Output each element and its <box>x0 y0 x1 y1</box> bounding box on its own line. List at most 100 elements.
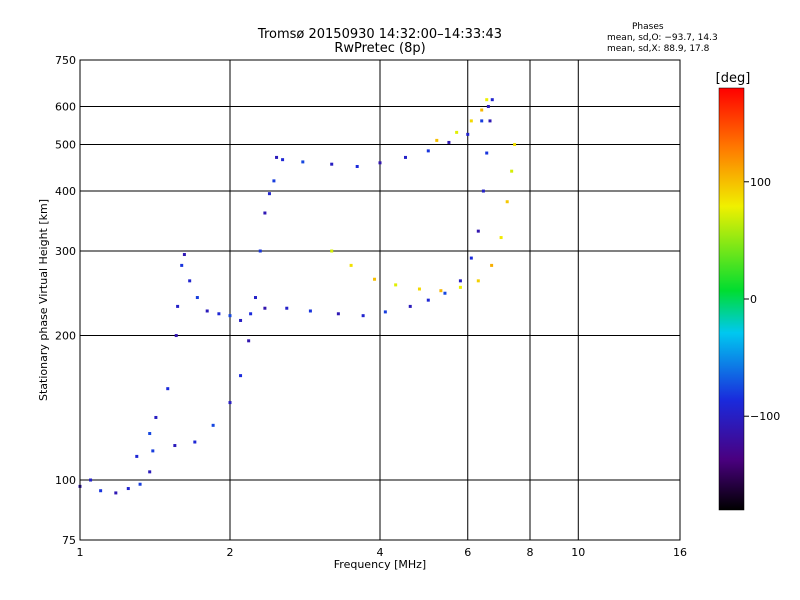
o-mode-point <box>180 263 184 267</box>
o-mode-point <box>138 482 142 486</box>
o-mode-point <box>182 253 186 257</box>
x-tick-label: 6 <box>464 546 471 559</box>
o-mode-point <box>239 318 243 322</box>
o-mode-point <box>253 296 257 300</box>
o-mode-point <box>239 374 243 378</box>
o-mode-point <box>272 179 276 183</box>
o-mode-point <box>228 314 232 318</box>
o-mode-point <box>466 132 470 136</box>
o-mode-point <box>490 98 494 102</box>
o-mode-point <box>188 279 192 283</box>
o-mode-point <box>263 306 267 310</box>
o-mode-point <box>469 256 473 260</box>
o-mode-point <box>258 249 262 253</box>
y-tick-label: 750 <box>55 54 76 67</box>
o-mode-point <box>228 401 232 405</box>
x-mode-point <box>439 289 443 293</box>
colorbar-label: [deg] <box>716 71 751 86</box>
o-mode-point <box>114 491 118 495</box>
x-mode-point <box>458 285 462 289</box>
o-mode-point <box>211 423 215 427</box>
o-mode-point <box>148 470 152 474</box>
o-mode-point <box>154 415 158 419</box>
o-mode-point <box>281 158 285 162</box>
o-mode-point <box>148 432 152 436</box>
o-mode-point <box>336 312 340 316</box>
colorbar <box>718 87 745 511</box>
o-mode-point <box>480 119 484 123</box>
x-mode-point <box>480 108 484 112</box>
x-mode-point <box>476 279 480 283</box>
o-mode-point <box>301 160 305 164</box>
y-tick-label: 400 <box>55 185 76 198</box>
o-mode-point <box>378 161 382 165</box>
o-mode-point <box>151 449 155 453</box>
x-mode-point <box>510 169 514 173</box>
o-mode-point <box>488 119 492 123</box>
phases-title: Phases <box>632 22 664 32</box>
o-mode-point <box>195 296 199 300</box>
y-axis-label: Stationary phase Virtual Height [km] <box>37 199 50 401</box>
colorbar-ticks: 100 0 −100 <box>744 176 780 423</box>
o-mode-point <box>476 229 480 233</box>
x-mode-point <box>485 98 489 102</box>
y-tick-labels: 75 100 200 300 400 500 600 750 <box>55 54 76 547</box>
o-mode-point <box>481 189 485 193</box>
y-tick-label: 300 <box>55 245 76 258</box>
x-mode-point <box>349 263 353 267</box>
o-mode-point <box>383 310 387 314</box>
x-mode-point <box>435 138 439 142</box>
x-tick-label: 10 <box>571 546 585 559</box>
chart-title-line1: Tromsø 20150930 14:32:00–14:33:43 <box>257 27 503 42</box>
colorbar-tick-label: 0 <box>750 293 757 306</box>
x-mode-point <box>499 236 503 240</box>
o-mode-point <box>485 151 489 155</box>
x-mode-point <box>417 287 421 291</box>
phases-o-stats: mean, sd,O: −93.7, 14.3 <box>607 33 718 43</box>
chart-title-line2: RwPretec (8p) <box>334 41 426 56</box>
o-mode-point <box>99 489 103 493</box>
o-mode-point <box>330 162 334 166</box>
o-mode-point <box>193 440 197 444</box>
o-mode-point <box>217 312 221 316</box>
o-mode-point <box>174 334 178 338</box>
o-mode-point <box>403 155 407 159</box>
o-mode-point <box>267 192 271 196</box>
y-tick-label: 200 <box>55 330 76 343</box>
o-mode-point <box>426 149 430 153</box>
x-mode-point <box>373 277 377 281</box>
o-mode-point <box>176 304 180 308</box>
x-tick-label: 8 <box>527 546 534 559</box>
o-mode-point <box>285 306 289 310</box>
o-mode-point <box>408 304 412 308</box>
data-points <box>78 98 517 495</box>
x-tick-labels: 1 2 4 6 8 10 16 <box>77 546 688 559</box>
grid <box>80 60 680 540</box>
x-mode-point <box>490 263 494 267</box>
x-tick-label: 16 <box>673 546 687 559</box>
y-tick-label: 75 <box>62 534 76 547</box>
o-mode-point <box>249 312 253 316</box>
x-axis-label: Frequency [MHz] <box>334 558 426 571</box>
o-mode-point <box>173 444 177 448</box>
o-mode-point <box>205 309 209 313</box>
x-mode-point <box>513 143 517 147</box>
y-tick-label: 100 <box>55 474 76 487</box>
o-mode-point <box>361 314 365 318</box>
phases-x-stats: mean, sd,X: 88.9, 17.8 <box>607 44 710 54</box>
y-tick-label: 500 <box>55 139 76 152</box>
x-tick-label: 4 <box>377 546 384 559</box>
o-mode-point <box>247 339 251 343</box>
o-mode-point <box>355 164 359 168</box>
plot-frame <box>79 59 681 541</box>
o-mode-point <box>486 105 490 109</box>
o-mode-point <box>263 211 267 215</box>
o-mode-point <box>135 454 139 458</box>
o-mode-point <box>443 291 447 295</box>
o-mode-point <box>447 140 451 144</box>
x-tick-label: 2 <box>227 546 234 559</box>
x-mode-point <box>469 119 473 123</box>
o-mode-point <box>126 487 130 491</box>
o-mode-point <box>458 279 462 283</box>
